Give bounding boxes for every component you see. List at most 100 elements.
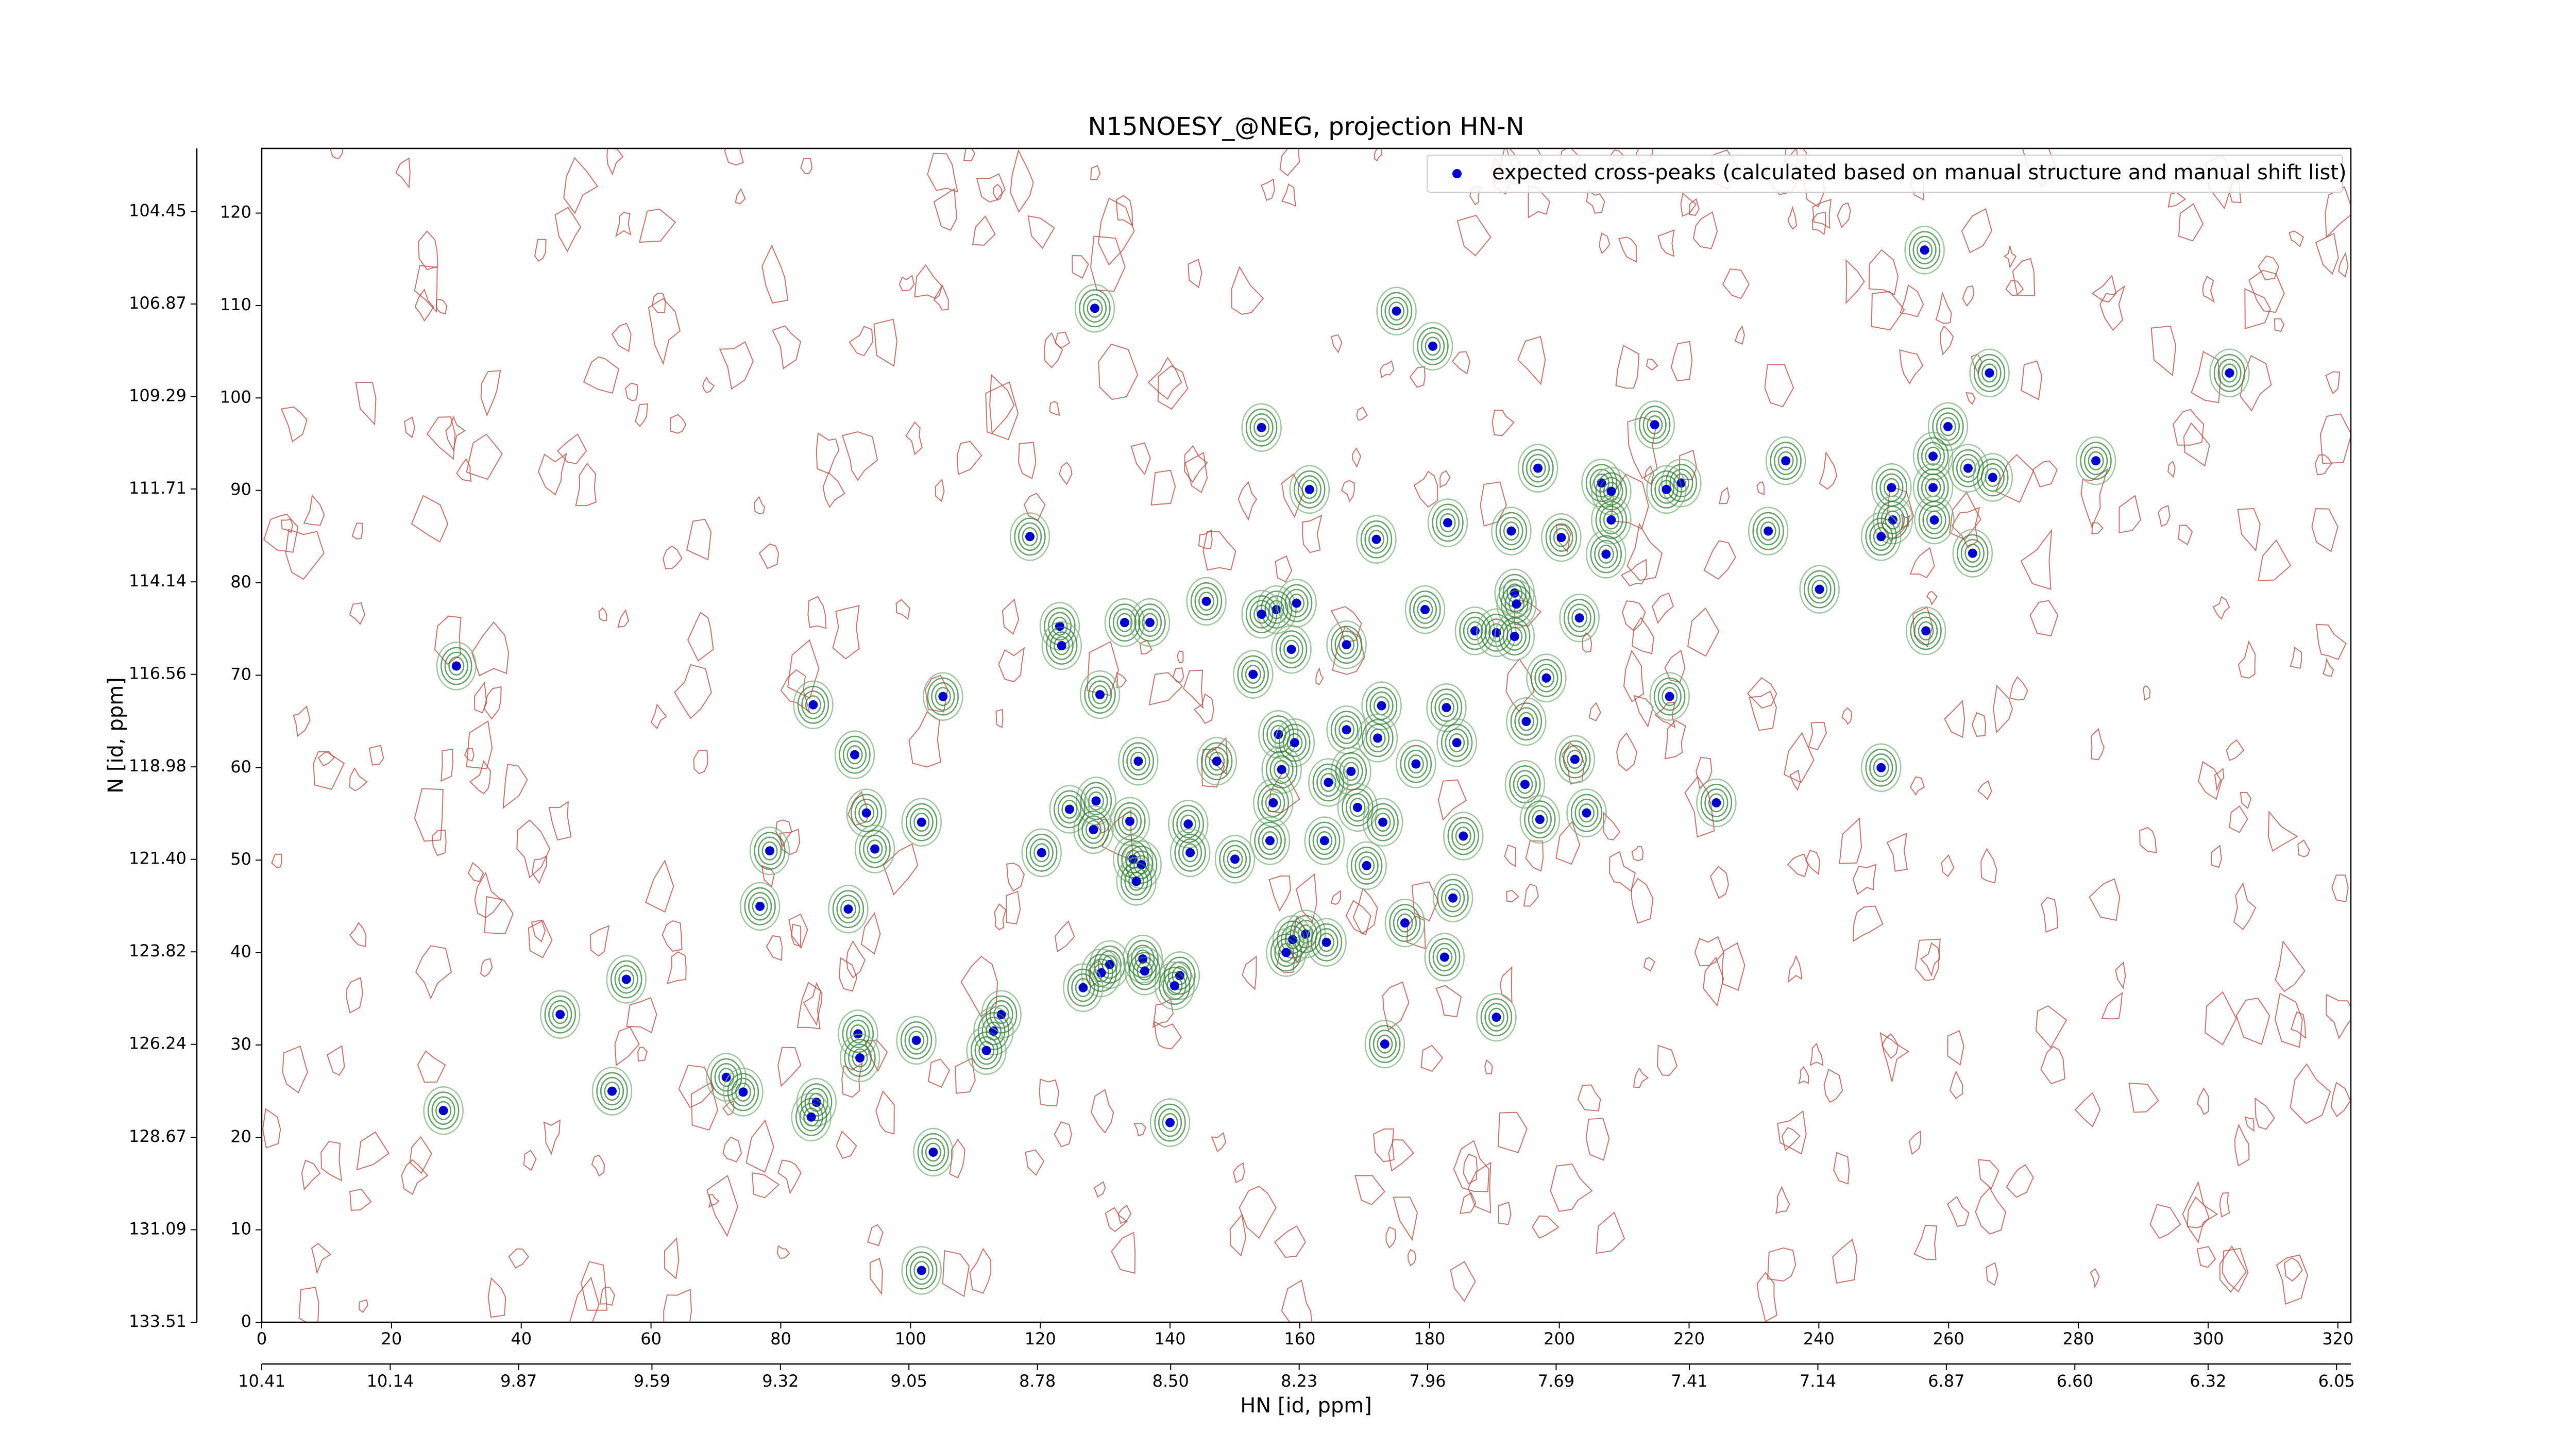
- peak-contour: [1770, 442, 1802, 480]
- peak-contour: [1049, 785, 1090, 834]
- peak-contour: [1669, 468, 1693, 498]
- cross-peak: [1183, 819, 1193, 829]
- noise-contour: [2021, 360, 2043, 400]
- cross-peak: [1711, 798, 1721, 807]
- noise-contour: [426, 416, 456, 460]
- noise-contour: [282, 1046, 308, 1094]
- cross-peak: [1574, 613, 1584, 623]
- peak-contour: [913, 1261, 930, 1280]
- noise-contour: [1555, 820, 1581, 865]
- noise-contour: [1633, 1067, 1649, 1088]
- noise-contour: [303, 494, 325, 526]
- peak-contour: [1412, 322, 1453, 371]
- noise-contour: [779, 828, 801, 855]
- x2-tick-label: 6.05: [2318, 1371, 2355, 1391]
- peak-contour: [1346, 841, 1387, 890]
- peak-contour: [1079, 289, 1111, 328]
- noise-contour: [637, 1047, 648, 1062]
- peak-contour: [1376, 287, 1417, 335]
- peak-contour: [1337, 783, 1378, 832]
- noise-contour: [1025, 1149, 1045, 1176]
- legend-label: expected cross-peaks (calculated based o…: [1492, 161, 2347, 184]
- noise-contour: [502, 763, 528, 809]
- peak-contour: [1964, 544, 1981, 563]
- cross-peak: [755, 901, 765, 911]
- noise-contour: [1679, 449, 1698, 480]
- noise-contour: [346, 976, 364, 1014]
- peak-contour: [1917, 240, 1933, 260]
- noise-contour: [1589, 702, 1601, 721]
- noise-contour: [1832, 1238, 1858, 1284]
- noise-contour: [1626, 523, 1663, 581]
- peak-contour: [1438, 698, 1455, 717]
- peak-contour: [1408, 754, 1424, 774]
- noise-contour: [1275, 555, 1293, 583]
- noise-contour: [1852, 864, 1877, 895]
- peak-contour: [1054, 636, 1070, 655]
- peak-contour: [1437, 879, 1469, 917]
- peak-contour: [1427, 498, 1468, 547]
- peak-contour: [1271, 625, 1312, 674]
- noise-contour: [1789, 769, 1801, 791]
- noise-contour: [1049, 400, 1060, 416]
- noise-contour: [1977, 1159, 1999, 1190]
- noise-contour: [395, 157, 411, 189]
- y-tick-label: 90: [230, 480, 251, 499]
- noise-contour: [1058, 462, 1073, 485]
- noise-contour: [1281, 1279, 1313, 1322]
- noise-contour: [662, 920, 683, 952]
- peak-contour: [1041, 621, 1082, 670]
- y2-tick-label: 111.71: [129, 478, 187, 498]
- peak-contour: [1541, 513, 1582, 562]
- noise-contour: [841, 1062, 863, 1098]
- noise-contour: [1694, 936, 1724, 967]
- peak-contour: [840, 899, 856, 919]
- peak-contour: [1476, 992, 1517, 1042]
- cross-peak: [1378, 817, 1388, 827]
- noise-contour: [1456, 214, 1492, 257]
- noise-contour: [2258, 255, 2280, 281]
- cross-peak: [1452, 738, 1462, 748]
- peak-contour: [1985, 468, 2001, 487]
- noise-contour: [822, 471, 845, 509]
- noise-contour: [1116, 672, 1127, 688]
- noise-contour: [1582, 632, 1592, 653]
- noise-contour: [719, 341, 754, 390]
- noise-contour: [1450, 1261, 1476, 1302]
- noise-contour: [1886, 832, 1908, 872]
- noise-contour: [1330, 606, 1362, 643]
- noise-contour: [1787, 853, 1809, 878]
- noise-contour: [468, 862, 484, 883]
- peak-contour: [1404, 585, 1446, 634]
- noise-contour: [995, 709, 1004, 729]
- cross-peak: [1064, 804, 1074, 814]
- noise-contour: [777, 1047, 802, 1087]
- noise-contour: [1497, 1111, 1528, 1154]
- y2-tick-label: 123.82: [129, 941, 187, 961]
- peak-contour: [1960, 538, 1985, 568]
- noise-contour: [1939, 325, 1954, 356]
- noise-contour: [2233, 882, 2257, 931]
- x-tick-label: 180: [1414, 1329, 1445, 1349]
- peak-contour: [935, 687, 951, 706]
- noise-contour: [1586, 190, 1605, 214]
- cross-peak: [1650, 420, 1659, 430]
- cross-peak: [911, 1035, 921, 1045]
- noise-contour: [1722, 268, 1750, 299]
- cross-peak: [1442, 703, 1451, 713]
- peak-contour: [1413, 595, 1437, 624]
- noise-contour: [1611, 474, 1649, 530]
- cross-peak: [928, 1147, 938, 1157]
- noise-contour: [1281, 183, 1296, 207]
- noise-contour: [1734, 325, 1745, 345]
- x2-tick-label: 7.69: [1538, 1371, 1574, 1391]
- x-tick-label: 280: [2063, 1329, 2094, 1349]
- peak-contour: [1447, 817, 1479, 855]
- x-tick-label: 100: [895, 1329, 926, 1349]
- noise-contour: [1664, 719, 1686, 760]
- noise-contour: [1620, 559, 1648, 587]
- peak-contour: [604, 1082, 620, 1101]
- peak-contour: [1504, 760, 1546, 809]
- noise-contour: [1777, 1110, 1807, 1155]
- noise-contour: [1184, 451, 1208, 493]
